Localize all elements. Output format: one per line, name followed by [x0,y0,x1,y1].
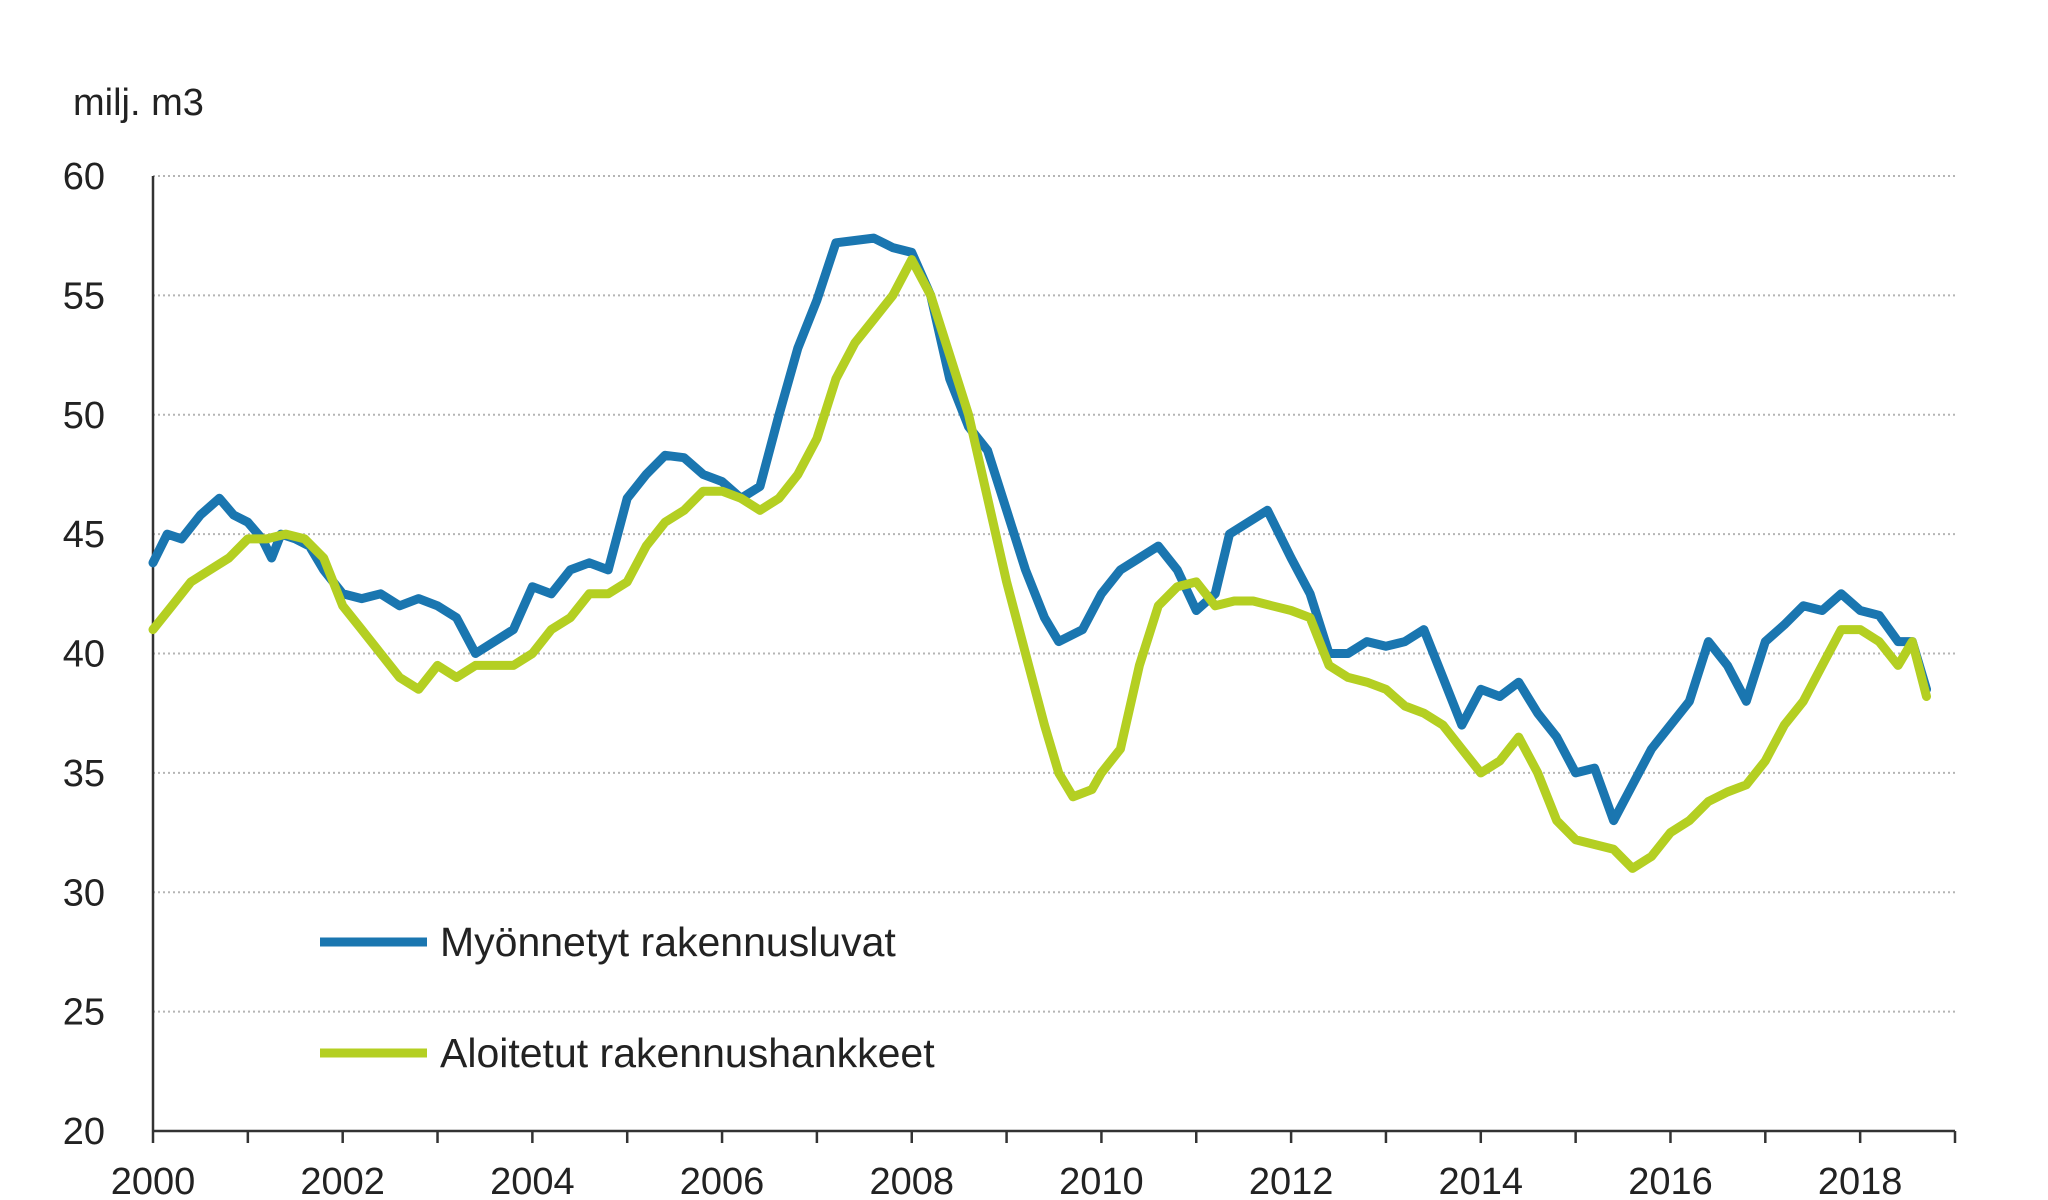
legend-label: Aloitetut rakennushankkeet [440,1030,935,1076]
y-tick-label: 20 [63,1111,105,1153]
x-tick-label: 2000 [111,1161,196,1195]
y-tick-label: 50 [63,395,105,437]
x-tick-label: 2008 [869,1161,954,1195]
x-tick-label: 2002 [300,1161,385,1195]
y-tick-label: 25 [63,992,105,1034]
y-tick-label: 60 [63,156,105,198]
series-lines [148,233,1931,873]
x-tick-label: 2018 [1818,1161,1903,1195]
gridlines [153,175,1955,1013]
series-line-1 [148,255,1931,873]
x-tick-label: 2014 [1439,1161,1524,1195]
y-tick-label: 30 [63,872,105,914]
x-tick-label: 2006 [680,1161,765,1195]
y-tick-label: 40 [63,634,105,676]
x-tick-label: 2012 [1249,1161,1334,1195]
legend: Myönnetyt rakennusluvat Aloitetut rakennu… [320,919,935,1076]
legend-label: Myönnetyt rakennusluvat [440,919,896,965]
y-tick-label: 45 [63,514,105,556]
axes: 20 25 30 35 40 45 50 55 60 2000 2002 2004 2006 2008 20… [63,156,1957,1200]
x-tick-label: 2016 [1628,1161,1713,1195]
y-axis-unit-label: milj. m3 [73,82,204,124]
series-line-0 [148,233,1931,826]
y-tick-label: 35 [63,753,105,795]
y-tick-label: 55 [63,275,105,317]
x-tick-label: 2004 [490,1161,575,1195]
x-tick-label: 2010 [1059,1161,1144,1195]
